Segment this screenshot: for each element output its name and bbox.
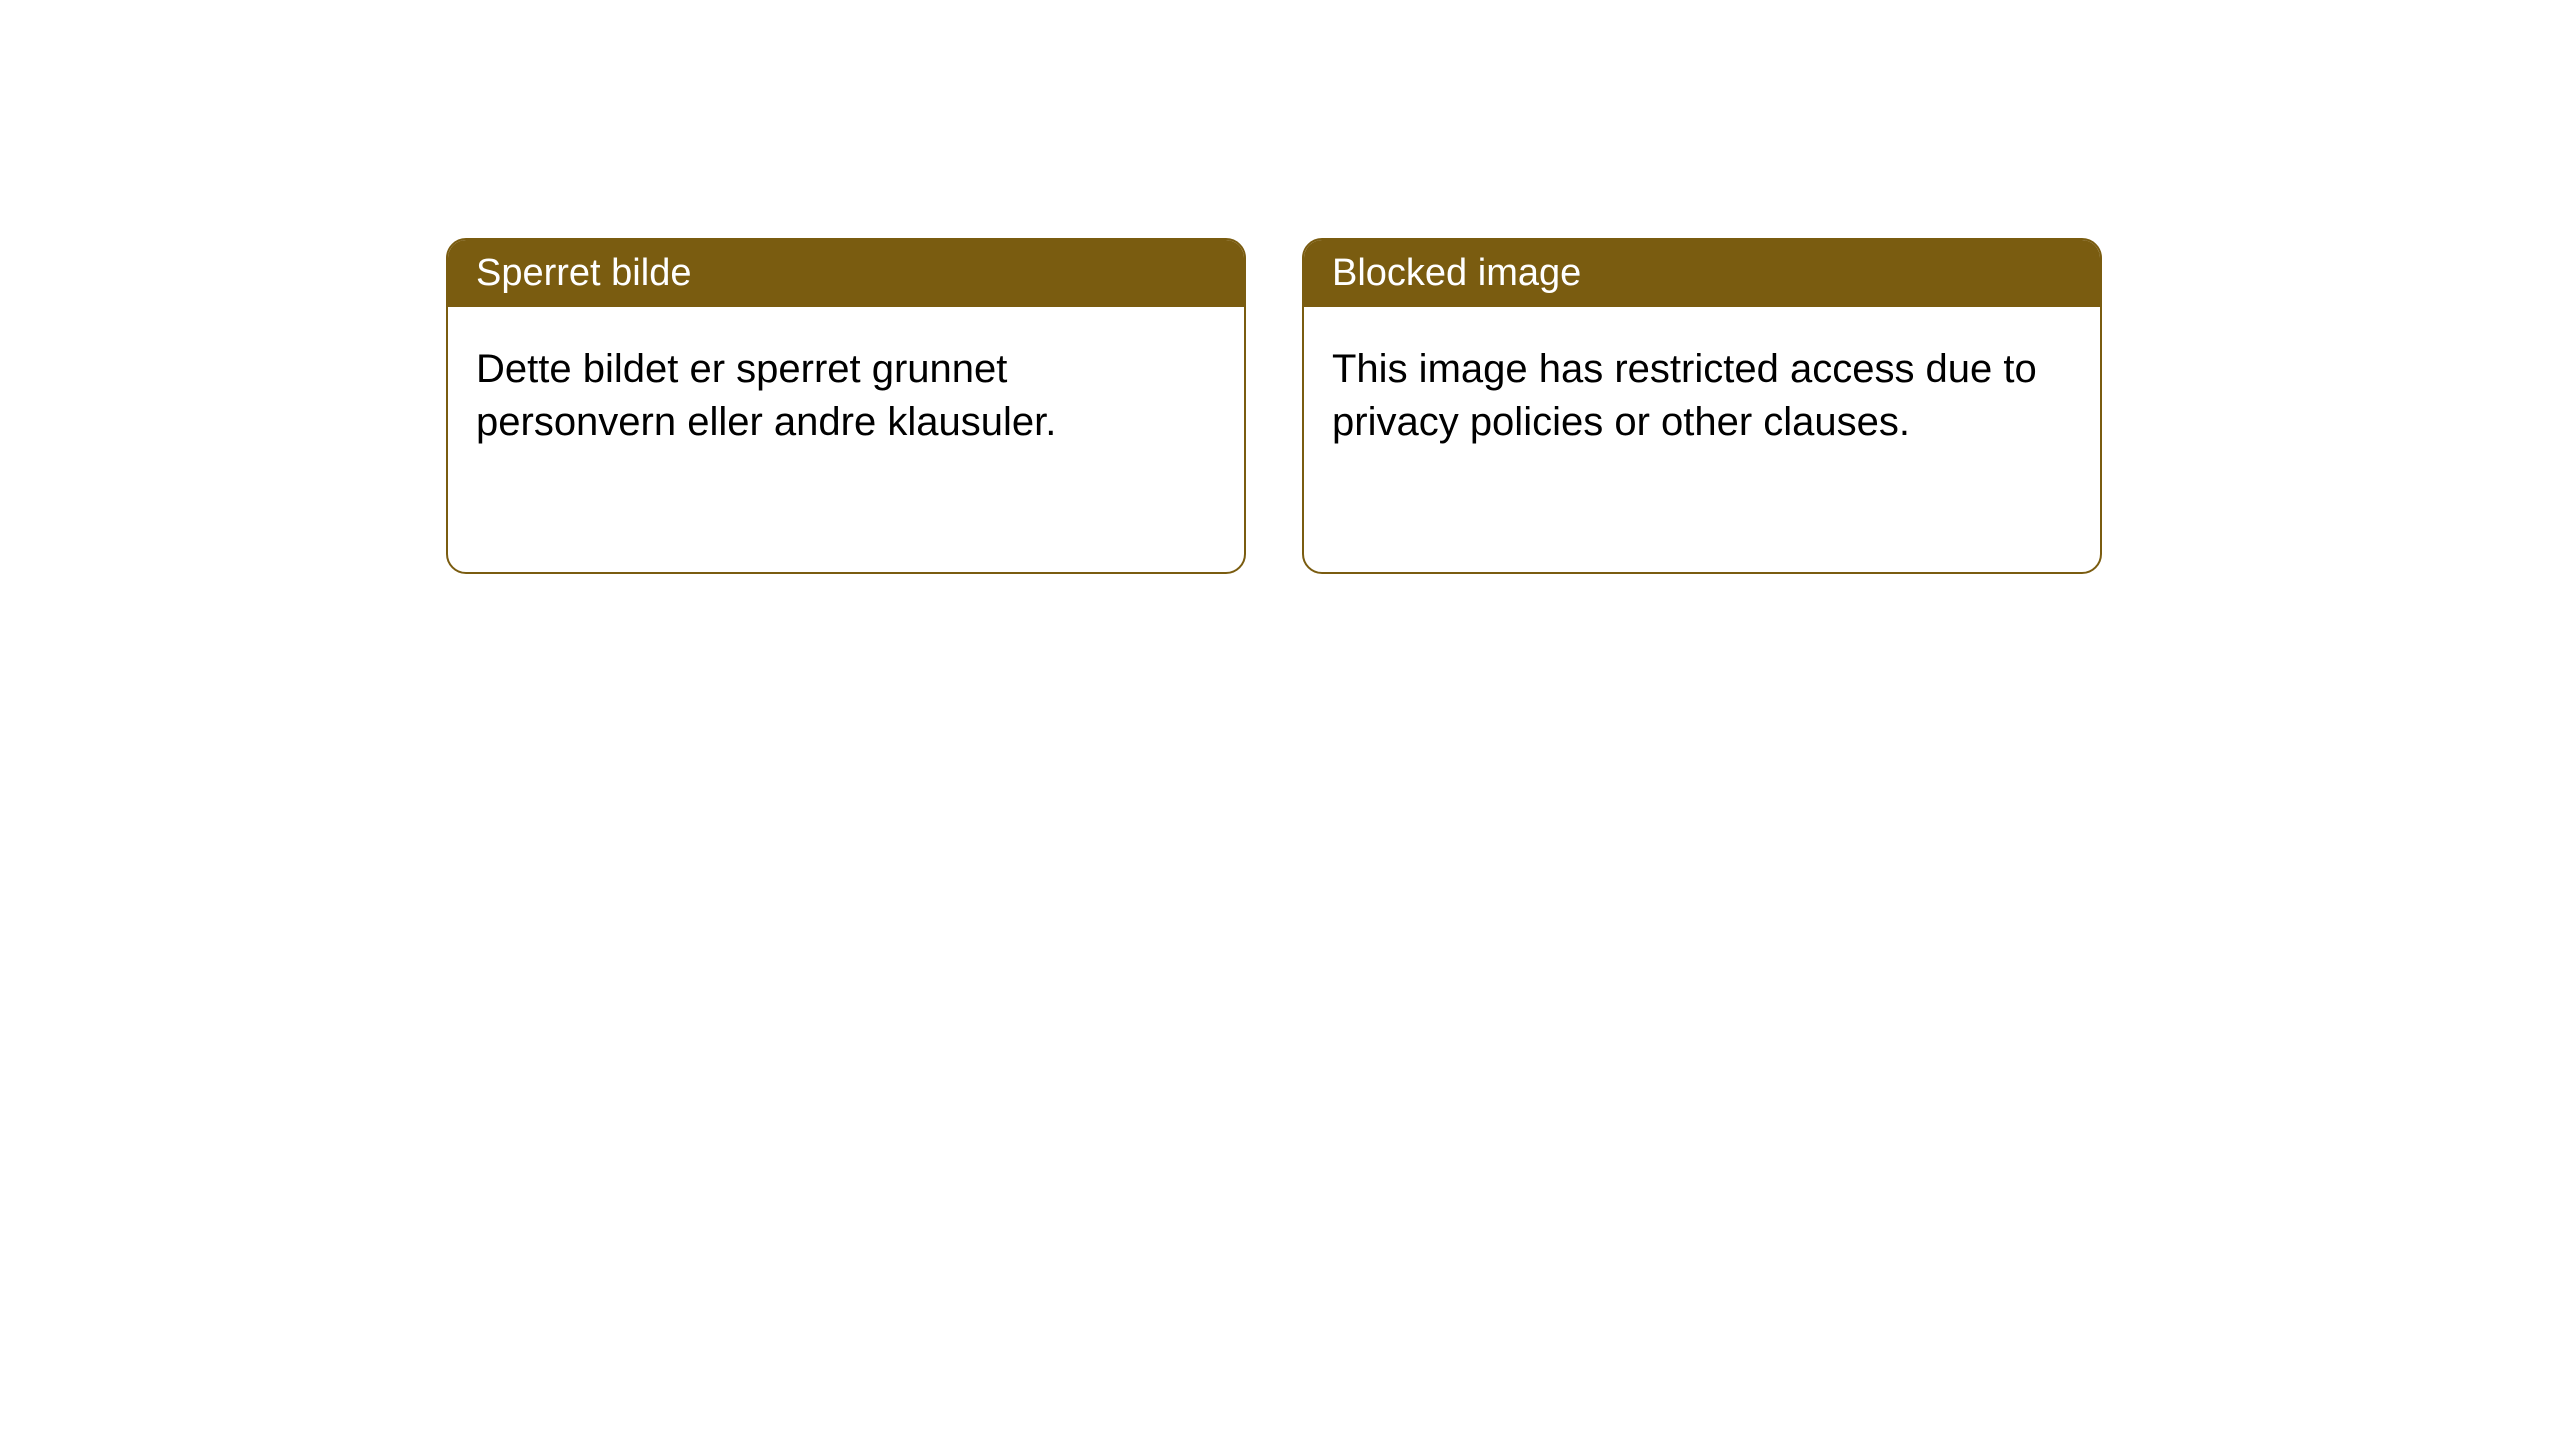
notice-body-english: This image has restricted access due to … <box>1304 307 2100 485</box>
notice-card-norwegian: Sperret bilde Dette bildet er sperret gr… <box>446 238 1246 574</box>
notice-body-norwegian: Dette bildet er sperret grunnet personve… <box>448 307 1244 485</box>
notice-title-english: Blocked image <box>1304 240 2100 307</box>
notice-title-norwegian: Sperret bilde <box>448 240 1244 307</box>
notice-card-english: Blocked image This image has restricted … <box>1302 238 2102 574</box>
notice-container: Sperret bilde Dette bildet er sperret gr… <box>0 0 2560 574</box>
